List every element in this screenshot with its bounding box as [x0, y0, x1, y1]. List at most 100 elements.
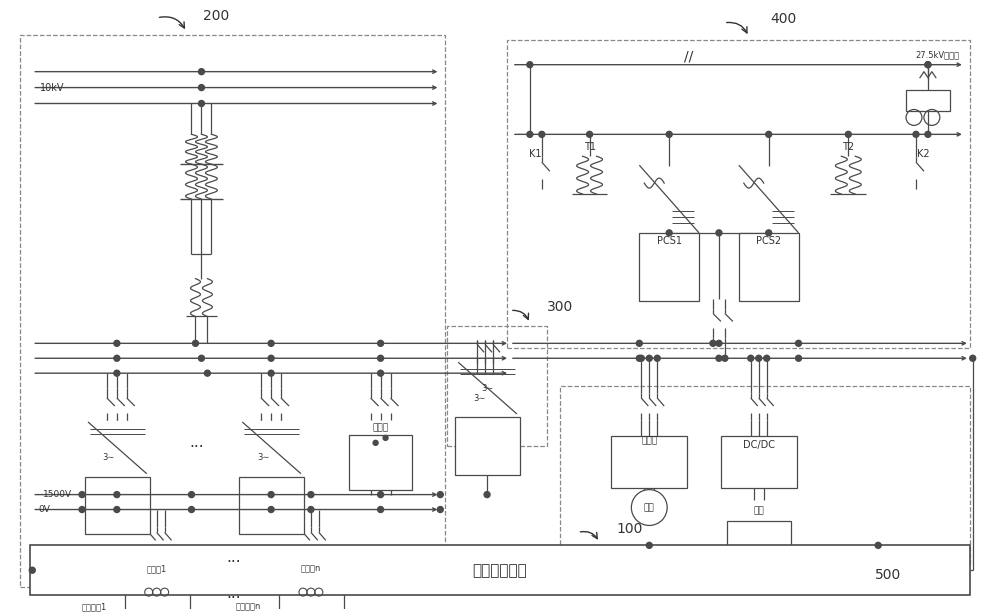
Text: //: //	[684, 50, 694, 64]
Circle shape	[204, 370, 210, 376]
Circle shape	[437, 491, 443, 498]
Circle shape	[373, 441, 378, 446]
Text: ...: ...	[226, 586, 241, 600]
Bar	[279, 585, 344, 612]
Text: 飞轮: 飞轮	[644, 503, 655, 512]
Circle shape	[378, 507, 384, 512]
Circle shape	[189, 491, 194, 498]
Circle shape	[638, 356, 644, 361]
Circle shape	[913, 132, 919, 137]
Circle shape	[114, 370, 120, 376]
Circle shape	[114, 340, 120, 346]
Circle shape	[378, 356, 384, 361]
Circle shape	[527, 62, 533, 68]
Bar	[447, 326, 547, 446]
Bar	[611, 436, 687, 488]
Circle shape	[198, 356, 204, 361]
Circle shape	[654, 356, 660, 361]
Circle shape	[925, 132, 931, 137]
Circle shape	[646, 356, 652, 361]
Text: 10kV: 10kV	[40, 83, 64, 92]
Circle shape	[666, 230, 672, 236]
Circle shape	[378, 370, 384, 376]
Circle shape	[29, 567, 35, 573]
Circle shape	[796, 340, 802, 346]
Text: PCS1: PCS1	[657, 236, 682, 246]
Circle shape	[268, 340, 274, 346]
Bar	[239, 477, 304, 534]
Circle shape	[845, 132, 851, 137]
Bar	[906, 89, 950, 111]
Circle shape	[722, 356, 728, 361]
Circle shape	[646, 542, 652, 548]
Circle shape	[198, 69, 204, 75]
Text: T2: T2	[842, 142, 854, 152]
Text: ...: ...	[189, 435, 204, 450]
Text: K1: K1	[529, 149, 541, 159]
Circle shape	[268, 507, 274, 512]
Circle shape	[756, 356, 762, 361]
Circle shape	[925, 62, 931, 68]
Text: 27.5kV接触网: 27.5kV接触网	[916, 50, 960, 59]
Bar	[727, 521, 791, 561]
Circle shape	[716, 340, 722, 346]
Text: 300: 300	[547, 299, 573, 313]
Circle shape	[192, 340, 198, 346]
Circle shape	[268, 491, 274, 498]
Text: 电池: 电池	[753, 506, 764, 515]
Text: 3∼: 3∼	[257, 453, 269, 462]
Circle shape	[79, 507, 85, 512]
Text: 100: 100	[616, 523, 643, 537]
Circle shape	[925, 62, 931, 68]
Circle shape	[268, 356, 274, 361]
Bar	[85, 477, 150, 534]
Circle shape	[875, 542, 881, 548]
Circle shape	[378, 340, 384, 346]
Circle shape	[79, 491, 85, 498]
Text: 400: 400	[770, 12, 797, 26]
Circle shape	[198, 100, 204, 106]
Circle shape	[114, 491, 120, 498]
Text: 1500V: 1500V	[43, 490, 72, 499]
Circle shape	[764, 356, 770, 361]
Circle shape	[710, 340, 716, 346]
Circle shape	[539, 132, 545, 137]
Text: 光伏阵列n: 光伏阵列n	[236, 603, 261, 611]
Circle shape	[766, 230, 772, 236]
Bar	[455, 417, 520, 475]
Circle shape	[198, 84, 204, 91]
Bar	[20, 35, 445, 587]
Text: 汇流符n: 汇流符n	[301, 565, 321, 573]
Text: ...: ...	[226, 550, 241, 565]
Circle shape	[308, 491, 314, 498]
Circle shape	[437, 507, 443, 512]
Text: 3∼: 3∼	[473, 394, 485, 403]
Bar	[560, 386, 970, 565]
Circle shape	[587, 132, 593, 137]
Text: 500: 500	[875, 568, 901, 582]
Bar	[721, 436, 797, 488]
Circle shape	[636, 340, 642, 346]
Text: 3∼: 3∼	[103, 453, 115, 462]
Circle shape	[114, 507, 120, 512]
Circle shape	[636, 356, 642, 361]
Circle shape	[666, 132, 672, 137]
Text: K2: K2	[917, 149, 929, 159]
Bar	[349, 435, 412, 490]
Text: T1: T1	[584, 142, 596, 152]
Text: DC/DC: DC/DC	[743, 440, 775, 450]
Text: 0V: 0V	[38, 505, 50, 514]
Text: 光伏阵冗1: 光伏阵冗1	[82, 603, 107, 611]
Bar	[30, 545, 970, 595]
Text: 汇流符1: 汇流符1	[147, 565, 167, 573]
Circle shape	[268, 370, 274, 376]
Bar	[507, 40, 970, 348]
Circle shape	[378, 491, 384, 498]
Text: 200: 200	[203, 9, 230, 23]
Text: 储电能: 储电能	[641, 436, 657, 446]
Circle shape	[748, 356, 754, 361]
Circle shape	[308, 507, 314, 512]
Text: 3∼: 3∼	[481, 384, 493, 393]
Bar	[639, 233, 699, 300]
Bar	[739, 233, 799, 300]
